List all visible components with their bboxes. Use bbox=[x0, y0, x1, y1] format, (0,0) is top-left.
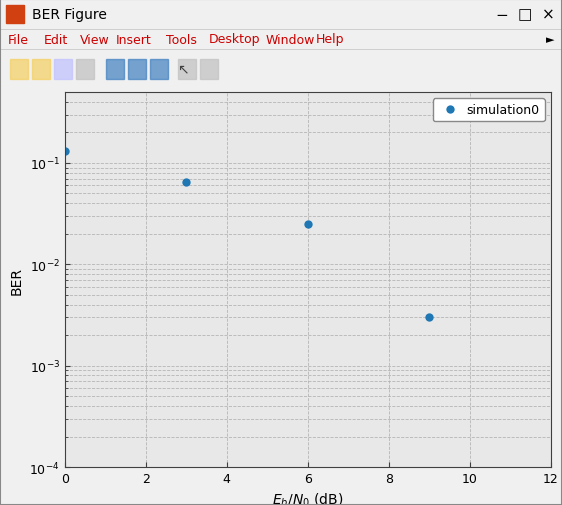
Bar bbox=[76, 60, 94, 80]
Bar bbox=[150, 60, 168, 80]
Text: ►: ► bbox=[546, 35, 554, 45]
Text: Desktop: Desktop bbox=[209, 33, 261, 46]
Text: Insert: Insert bbox=[116, 33, 152, 46]
Text: ↖: ↖ bbox=[177, 62, 189, 76]
Text: File: File bbox=[8, 33, 29, 46]
Bar bbox=[54, 60, 72, 80]
Text: Window: Window bbox=[266, 33, 315, 46]
X-axis label: $E_b/N_0$ (dB): $E_b/N_0$ (dB) bbox=[272, 490, 343, 505]
simulation0 bbox=[183, 179, 189, 185]
Bar bbox=[0, 50, 562, 88]
simulation0 bbox=[547, 480, 554, 486]
Text: Help: Help bbox=[316, 33, 345, 46]
Text: □: □ bbox=[518, 8, 532, 22]
Bar bbox=[128, 60, 146, 80]
Y-axis label: BER: BER bbox=[10, 266, 24, 294]
Text: View: View bbox=[80, 33, 110, 46]
Text: Edit: Edit bbox=[44, 33, 68, 46]
Bar bbox=[178, 60, 196, 80]
Text: ×: × bbox=[542, 8, 554, 22]
simulation0 bbox=[305, 222, 311, 228]
Text: BER Figure: BER Figure bbox=[32, 8, 107, 22]
Line: simulation0: simulation0 bbox=[61, 148, 555, 487]
Legend: simulation0: simulation0 bbox=[433, 99, 545, 122]
Bar bbox=[106, 60, 124, 80]
Bar bbox=[0, 0, 562, 30]
Bar bbox=[200, 60, 218, 80]
simulation0 bbox=[61, 149, 68, 155]
Bar bbox=[10, 60, 28, 80]
simulation0 bbox=[426, 315, 433, 321]
Bar bbox=[6, 6, 24, 24]
Text: −: − bbox=[496, 8, 509, 22]
Bar bbox=[32, 60, 50, 80]
Text: Tools: Tools bbox=[166, 33, 197, 46]
Bar bbox=[0, 30, 562, 50]
